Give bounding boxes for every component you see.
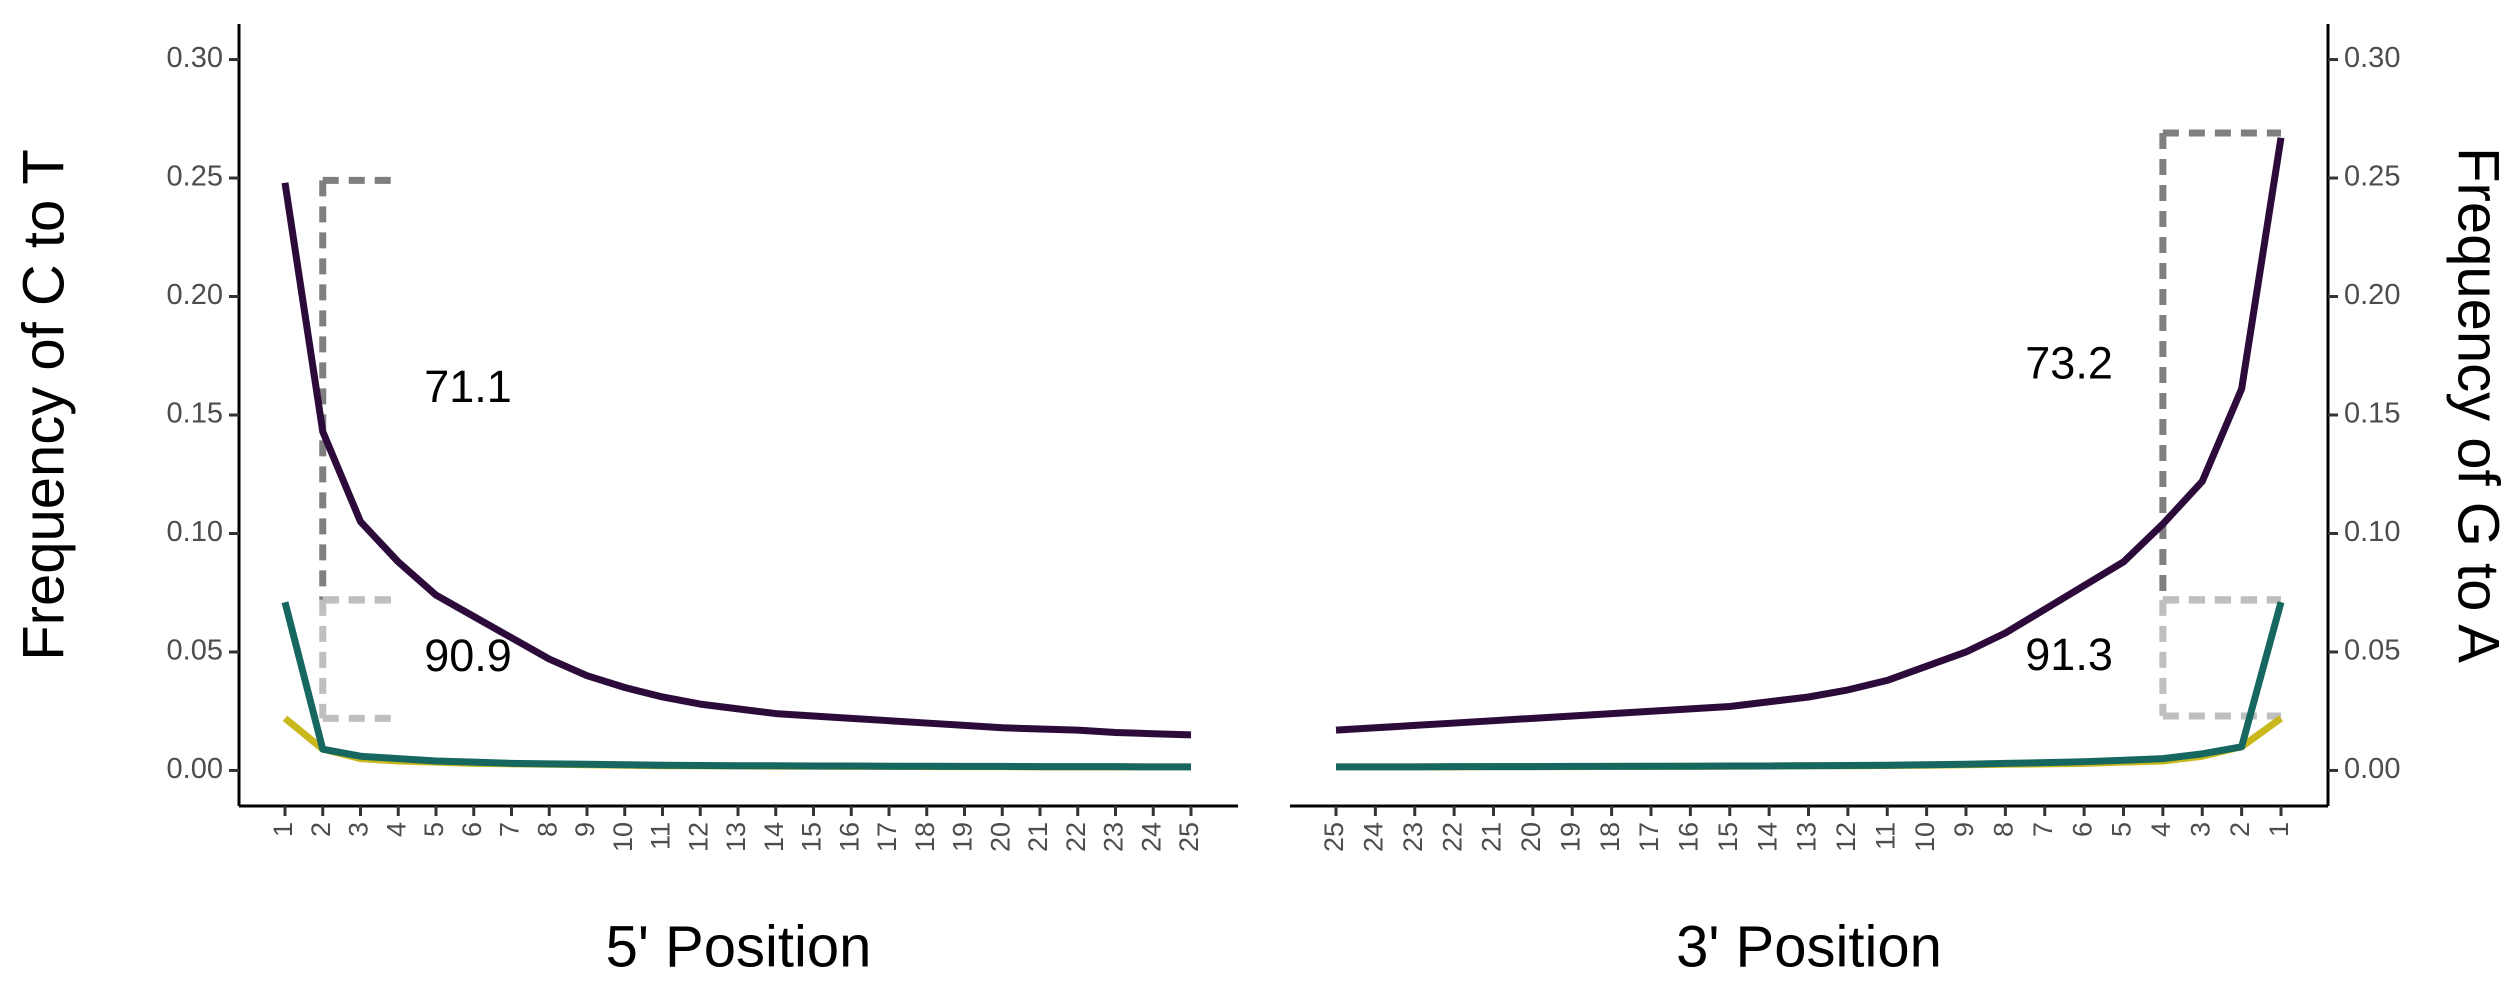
dashed-bracket <box>2159 129 2281 604</box>
x-tick-label: 13 <box>1792 822 1822 852</box>
x-tick-label: 10 <box>608 822 638 852</box>
x-tick-label: 4 <box>381 822 411 837</box>
x-tick-label: 22 <box>1437 822 1467 852</box>
x-tick-label: 3 <box>344 822 374 837</box>
x-tick-label: 9 <box>1949 822 1979 837</box>
x-tick-label: 5 <box>419 822 449 837</box>
x-tick-label: 15 <box>797 822 827 852</box>
x-tick-label: 14 <box>1752 822 1782 852</box>
x-tick-label: 5 <box>2107 822 2137 837</box>
x-tick-label: 9 <box>570 822 600 837</box>
y-tick-label: 0.25 <box>2344 161 2400 193</box>
y-tick-label: 0.10 <box>2344 516 2400 548</box>
x-tick-label: 1 <box>268 822 298 837</box>
series-line <box>1336 601 2285 771</box>
x-tick-label: 21 <box>1023 822 1053 852</box>
y-tick-label: 0.00 <box>2344 753 2400 785</box>
dashed-bracket <box>2159 596 2281 720</box>
x-tick-label: 19 <box>948 822 978 852</box>
x-tick-label: 12 <box>1831 822 1861 852</box>
x-tick-label: 22 <box>1061 822 1091 852</box>
x-tick-label: 16 <box>834 822 864 852</box>
x-tick-label: 7 <box>2028 822 2058 837</box>
y-tick-label: 0.15 <box>2344 398 2400 430</box>
x-tick-label: 20 <box>1516 822 1546 852</box>
y-tick-label: 0.30 <box>2344 42 2400 74</box>
x-tick-label: 20 <box>985 822 1015 852</box>
x-tick-label: 6 <box>2067 822 2097 837</box>
x-tick-label: 17 <box>1634 822 1664 852</box>
x-tick-label: 11 <box>646 822 676 850</box>
x-tick-label: 18 <box>1595 822 1625 852</box>
y-tick-label: 0.30 <box>167 42 223 74</box>
x-tick-label: 12 <box>683 822 713 852</box>
y-tick-label: 0.20 <box>167 279 223 311</box>
y-tick-label: 0.00 <box>167 753 223 785</box>
x-tick-label: 14 <box>759 822 789 852</box>
x-tick-label: 21 <box>1477 822 1507 852</box>
x-tick-label: 1 <box>2264 822 2294 837</box>
y-tick-label: 0.20 <box>2344 279 2400 311</box>
x-axis-title: 3' Position <box>1676 914 1942 979</box>
annotation-label: 91.3 <box>2025 629 2113 680</box>
x-tick-label: 17 <box>872 822 902 852</box>
x-tick-label: 13 <box>721 822 751 852</box>
x-tick-label: 8 <box>1989 822 2019 837</box>
series-line <box>281 601 1191 771</box>
x-tick-label: 4 <box>2146 822 2176 837</box>
y-tick-label: 0.10 <box>167 516 223 548</box>
series-line <box>281 182 1192 739</box>
x-tick-label: 15 <box>1713 822 1743 852</box>
x-tick-label: 7 <box>495 822 525 837</box>
x-tick-label: 24 <box>1359 822 1389 852</box>
annotation-label: 71.1 <box>424 361 512 412</box>
x-tick-label: 19 <box>1555 822 1585 852</box>
annotation-label: 73.2 <box>2025 337 2113 388</box>
x-tick-label: 18 <box>910 822 940 852</box>
x-tick-label: 25 <box>1319 822 1349 852</box>
x-tick-label: 2 <box>2225 822 2255 837</box>
series-line <box>1335 137 2285 734</box>
x-tick-label: 8 <box>532 822 562 837</box>
x-tick-label: 6 <box>457 822 487 837</box>
y-tick-label: 0.05 <box>2344 635 2400 667</box>
dashed-bracket <box>319 596 399 722</box>
x-tick-label: 2 <box>306 822 336 837</box>
x-tick-label: 24 <box>1136 822 1166 852</box>
x-tick-label: 11 <box>1870 822 1900 850</box>
y-tick-label: 0.25 <box>167 161 223 193</box>
y-tick-label: 0.05 <box>167 635 223 667</box>
x-axis-title: 5' Position <box>606 914 872 979</box>
x-tick-label: 23 <box>1099 822 1129 852</box>
x-tick-label: 16 <box>1674 822 1704 852</box>
x-tick-label: 3 <box>2185 822 2215 837</box>
annotation-label: 90.9 <box>424 630 512 681</box>
x-tick-label: 25 <box>1174 822 1204 852</box>
x-tick-label: 23 <box>1398 822 1428 852</box>
y-axis-title: Frequency of C to T <box>11 149 76 661</box>
y-axis-title: Frequency of G to A <box>2446 147 2511 663</box>
x-tick-label: 10 <box>1910 822 1940 852</box>
y-tick-label: 0.15 <box>167 398 223 430</box>
dashed-bracket <box>319 176 399 604</box>
